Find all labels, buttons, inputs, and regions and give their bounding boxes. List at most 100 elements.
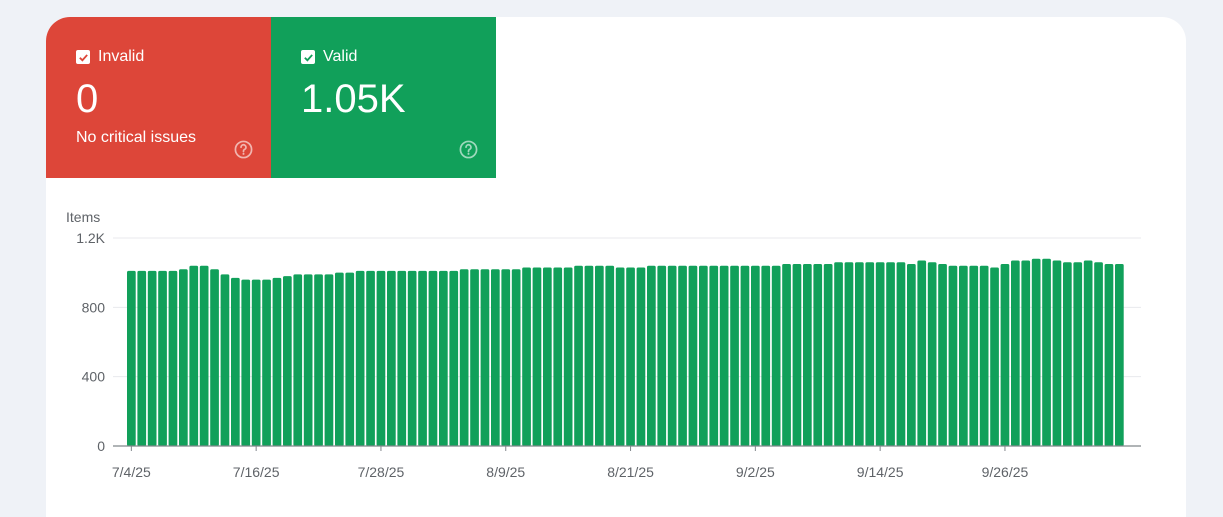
bar[interactable] (532, 267, 542, 446)
bar[interactable] (127, 270, 136, 446)
bar[interactable] (189, 265, 199, 446)
invalid-checkbox[interactable] (76, 50, 90, 64)
bar[interactable] (667, 265, 677, 446)
invalid-tile[interactable]: Invalid 0 No critical issues (46, 17, 271, 178)
bar[interactable] (948, 265, 958, 446)
bar[interactable] (1063, 262, 1072, 446)
bar[interactable] (834, 262, 843, 446)
bar[interactable] (366, 270, 375, 446)
bar[interactable] (199, 265, 209, 446)
bar[interactable] (324, 274, 334, 446)
bar[interactable] (927, 262, 937, 446)
bar[interactable] (792, 264, 802, 446)
bar[interactable] (979, 265, 989, 446)
bar[interactable] (678, 265, 687, 446)
bar[interactable] (938, 264, 947, 446)
valid-checkbox[interactable] (301, 50, 315, 64)
bar[interactable] (959, 265, 968, 446)
bar[interactable] (137, 270, 147, 446)
bar[interactable] (376, 270, 386, 446)
bar[interactable] (272, 277, 282, 446)
help-icon[interactable] (459, 140, 478, 159)
bar[interactable] (751, 265, 760, 446)
bar[interactable] (168, 270, 178, 446)
bar[interactable] (605, 265, 615, 446)
bar[interactable] (543, 267, 552, 446)
bar[interactable] (1104, 264, 1114, 446)
bar[interactable] (719, 265, 729, 446)
bar[interactable] (844, 262, 854, 446)
bar[interactable] (771, 265, 781, 446)
bar[interactable] (1083, 260, 1093, 446)
bar[interactable] (1073, 262, 1083, 446)
bar[interactable] (803, 264, 812, 446)
bar[interactable] (636, 267, 646, 446)
bar[interactable] (418, 270, 427, 446)
bar[interactable] (990, 267, 999, 446)
bar[interactable] (1011, 260, 1020, 446)
bar[interactable] (917, 260, 927, 446)
bar[interactable] (595, 265, 604, 446)
bar[interactable] (470, 269, 479, 446)
bar[interactable] (501, 269, 511, 446)
bar[interactable] (813, 264, 823, 446)
bar[interactable] (262, 279, 271, 446)
bar[interactable] (293, 274, 303, 446)
bar[interactable] (345, 272, 355, 446)
bar[interactable] (522, 267, 531, 446)
bar[interactable] (241, 279, 251, 446)
bar[interactable] (647, 265, 656, 446)
bar[interactable] (626, 267, 635, 446)
bar[interactable] (688, 265, 698, 446)
bar[interactable] (615, 267, 625, 446)
bar[interactable] (574, 265, 583, 446)
bar[interactable] (397, 270, 407, 446)
bar[interactable] (303, 274, 313, 446)
bar[interactable] (158, 270, 167, 446)
bar[interactable] (1021, 260, 1031, 446)
valid-tile[interactable]: Valid 1.05K (271, 17, 496, 178)
bar[interactable] (220, 274, 230, 446)
bar[interactable] (553, 267, 563, 446)
bar[interactable] (969, 265, 979, 446)
bar[interactable] (407, 270, 417, 446)
bar[interactable] (563, 267, 573, 446)
bar[interactable] (709, 265, 719, 446)
bar[interactable] (511, 269, 521, 446)
bar[interactable] (283, 276, 292, 446)
bar[interactable] (1115, 264, 1124, 446)
bar[interactable] (855, 262, 864, 446)
bar[interactable] (439, 270, 448, 446)
bar[interactable] (355, 270, 365, 446)
bar[interactable] (449, 270, 459, 446)
bar[interactable] (387, 270, 396, 446)
bar[interactable] (823, 264, 833, 446)
bar[interactable] (865, 262, 875, 446)
bar[interactable] (1000, 264, 1010, 446)
bar[interactable] (699, 265, 708, 446)
bar[interactable] (1031, 258, 1041, 446)
bar[interactable] (428, 270, 438, 446)
bar[interactable] (782, 264, 791, 446)
help-icon[interactable] (234, 140, 253, 159)
bar[interactable] (335, 272, 344, 446)
bar[interactable] (251, 279, 261, 446)
bar[interactable] (896, 262, 906, 446)
bar[interactable] (1094, 262, 1103, 446)
bar[interactable] (1042, 258, 1051, 446)
bar[interactable] (147, 270, 157, 446)
bar[interactable] (584, 265, 594, 446)
bar[interactable] (730, 265, 739, 446)
bar[interactable] (740, 265, 750, 446)
bar[interactable] (1052, 260, 1062, 446)
bar[interactable] (761, 265, 771, 446)
bar[interactable] (886, 262, 895, 446)
bar[interactable] (657, 265, 667, 446)
bar[interactable] (459, 269, 469, 446)
bar[interactable] (875, 262, 885, 446)
bar[interactable] (231, 277, 240, 446)
bar[interactable] (210, 269, 219, 446)
bar[interactable] (907, 264, 916, 446)
bar[interactable] (480, 269, 490, 446)
bar[interactable] (491, 269, 500, 446)
